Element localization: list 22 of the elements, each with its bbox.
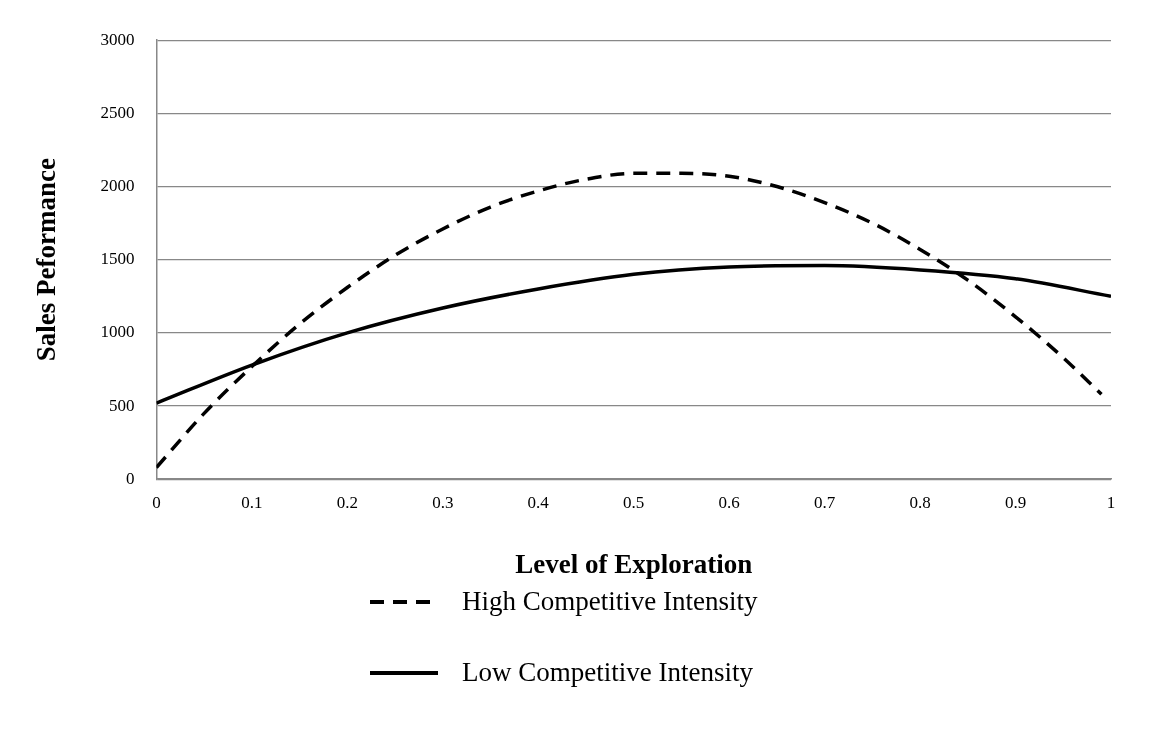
y-tick-label: 0	[125, 468, 135, 488]
legend-label: High Competitive Intensity	[462, 586, 758, 617]
y-tick-label: 2500	[100, 102, 135, 122]
y-axis-title: Sales Peformance	[31, 158, 62, 362]
x-tick-label: 1	[1106, 492, 1116, 512]
x-tick-label: 0.2	[336, 492, 358, 512]
x-tick-label: 0.8	[909, 492, 931, 512]
y-tick-label: 1000	[100, 322, 135, 342]
x-tick-label: 0.3	[432, 492, 454, 512]
y-tick-label: 2000	[100, 176, 135, 195]
x-tick-label: 0.4	[527, 492, 550, 512]
x-tick-label: 0.9	[1004, 492, 1027, 512]
y-tick-label: 1500	[100, 249, 135, 269]
x-tick-label: 0	[152, 492, 161, 512]
x-tick-label: 0.1	[241, 492, 263, 512]
y-tick-label: 500	[108, 395, 135, 415]
y-tick-label: 3000	[100, 29, 135, 49]
x-tick-label: 0.6	[718, 492, 740, 512]
x-tick-label: 0.7	[813, 492, 836, 512]
x-axis-title: Level of Exploration	[515, 548, 753, 579]
x-tick-label: 0.5	[623, 492, 645, 512]
legend-label: Low Competitive Intensity	[462, 657, 753, 688]
